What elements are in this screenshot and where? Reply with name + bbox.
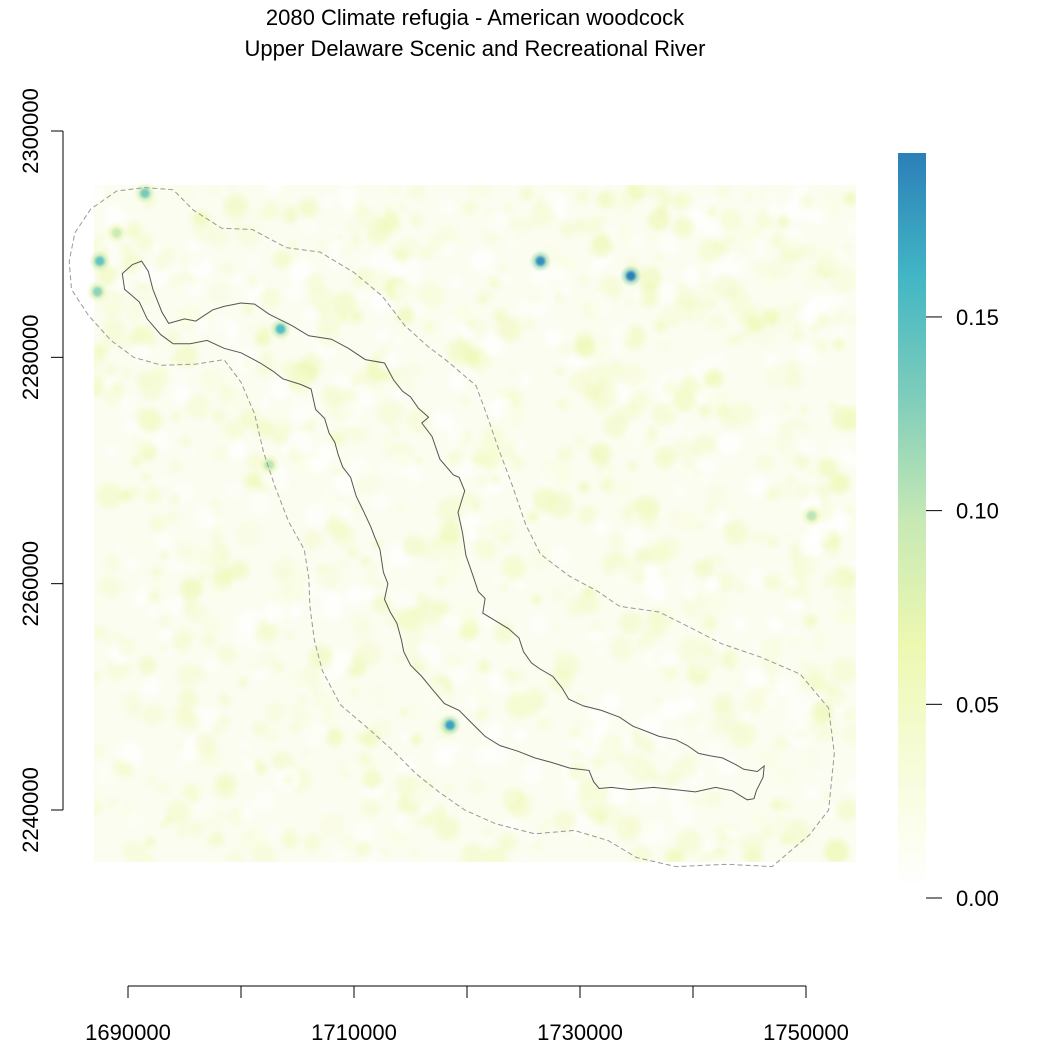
refugia-hotspots bbox=[88, 184, 821, 735]
legend-tick-label: 0.05 bbox=[956, 692, 999, 717]
river-unit-boundary bbox=[121, 260, 765, 801]
x-tick-label: 1750000 bbox=[763, 1020, 849, 1045]
y-tick-label: 2280000 bbox=[18, 314, 43, 400]
raster-texture bbox=[94, 185, 856, 862]
hotspot bbox=[531, 252, 550, 271]
x-tick-label: 1690000 bbox=[85, 1020, 171, 1045]
map-title-line-1: 2080 Climate refugia - American woodcock bbox=[265, 5, 685, 30]
suitability-raster bbox=[94, 185, 856, 862]
map-title-line-2: Upper Delaware Scenic and Recreational R… bbox=[244, 36, 706, 61]
hotspot bbox=[260, 455, 279, 474]
legend-tick-label: 0.15 bbox=[956, 305, 999, 330]
x-tick-label: 1730000 bbox=[537, 1020, 623, 1045]
x-axis: 1690000 1710000 1730000 1750000 bbox=[85, 985, 849, 1045]
hotspot bbox=[271, 320, 290, 339]
hotspot bbox=[107, 223, 126, 242]
legend-tick-label: 0.00 bbox=[956, 886, 999, 911]
y-tick-label: 2260000 bbox=[18, 541, 43, 627]
hotspot bbox=[802, 506, 821, 525]
legend-tick-label: 0.10 bbox=[956, 499, 999, 524]
hotspot bbox=[90, 252, 109, 271]
y-axis: 2300000 2280000 2260000 2240000 bbox=[18, 88, 64, 853]
hotspot bbox=[621, 266, 640, 285]
hotspot bbox=[135, 184, 154, 203]
y-tick-label: 2300000 bbox=[18, 88, 43, 174]
buffer-boundary bbox=[68, 187, 835, 868]
colorbar bbox=[898, 153, 926, 889]
x-tick-label: 1710000 bbox=[311, 1020, 397, 1045]
y-tick-label: 2240000 bbox=[18, 767, 43, 853]
colorbar-legend: 0.00 0.05 0.10 0.15 bbox=[898, 153, 999, 911]
hotspot bbox=[441, 716, 460, 735]
hotspot bbox=[88, 282, 107, 301]
